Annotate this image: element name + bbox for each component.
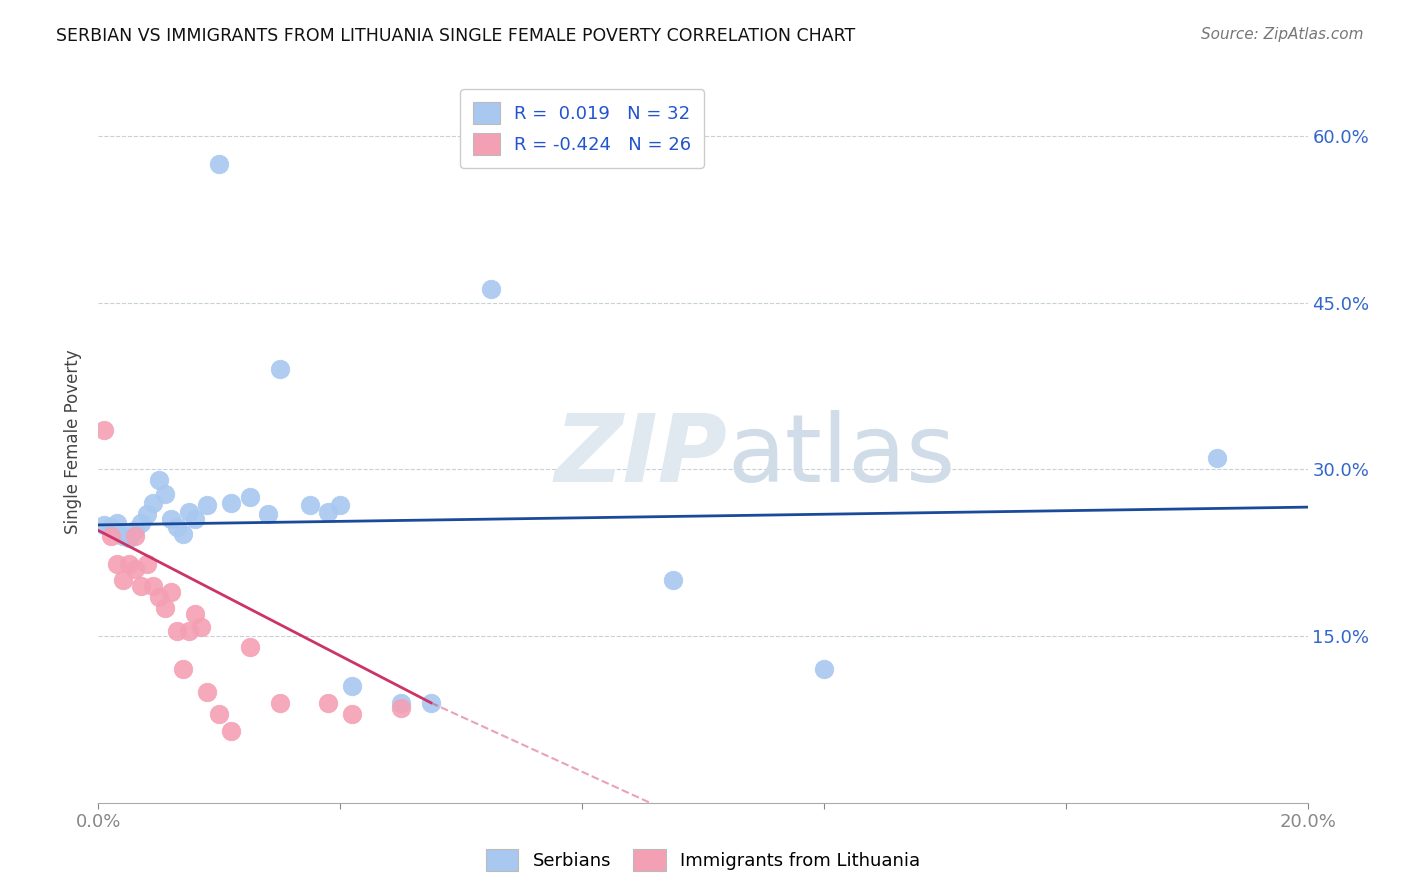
Point xyxy=(184,512,207,526)
Point xyxy=(299,498,322,512)
Point xyxy=(316,696,339,710)
Point xyxy=(179,624,201,638)
Text: ZIP: ZIP xyxy=(554,410,727,502)
Point xyxy=(172,662,194,676)
Point xyxy=(135,557,157,571)
Point xyxy=(208,706,231,721)
Point xyxy=(661,574,683,588)
Point xyxy=(148,474,170,488)
Point xyxy=(160,584,183,599)
Point xyxy=(118,557,141,571)
Point xyxy=(124,529,146,543)
Point xyxy=(124,562,146,576)
Text: atlas: atlas xyxy=(727,410,956,502)
Point xyxy=(135,507,157,521)
Point xyxy=(1206,451,1229,466)
Point xyxy=(105,516,128,530)
Point xyxy=(269,696,291,710)
Point xyxy=(100,529,122,543)
Point xyxy=(316,505,339,519)
Point xyxy=(239,490,262,504)
Point xyxy=(329,498,352,512)
Point xyxy=(100,520,122,534)
Point xyxy=(256,507,278,521)
Point xyxy=(142,496,165,510)
Point xyxy=(153,487,176,501)
Point xyxy=(389,701,412,715)
Point xyxy=(195,684,218,698)
Point xyxy=(221,723,243,738)
Point xyxy=(148,590,170,604)
Point xyxy=(420,696,443,710)
Point xyxy=(389,696,412,710)
Legend: R =  0.019   N = 32, R = -0.424   N = 26: R = 0.019 N = 32, R = -0.424 N = 26 xyxy=(460,89,704,168)
Point xyxy=(208,156,231,170)
Point xyxy=(179,505,201,519)
Point xyxy=(105,557,128,571)
Point xyxy=(342,679,364,693)
Point xyxy=(111,529,134,543)
Text: Source: ZipAtlas.com: Source: ZipAtlas.com xyxy=(1201,27,1364,42)
Point xyxy=(129,516,152,530)
Point xyxy=(93,517,115,532)
Point xyxy=(813,662,835,676)
Point xyxy=(481,282,503,296)
Point xyxy=(118,531,141,545)
Y-axis label: Single Female Poverty: Single Female Poverty xyxy=(65,350,83,533)
Point xyxy=(129,579,152,593)
Point xyxy=(160,512,183,526)
Point xyxy=(142,579,165,593)
Point xyxy=(124,524,146,538)
Legend: Serbians, Immigrants from Lithuania: Serbians, Immigrants from Lithuania xyxy=(478,842,928,879)
Point xyxy=(111,574,134,588)
Text: SERBIAN VS IMMIGRANTS FROM LITHUANIA SINGLE FEMALE POVERTY CORRELATION CHART: SERBIAN VS IMMIGRANTS FROM LITHUANIA SIN… xyxy=(56,27,855,45)
Point xyxy=(190,620,212,634)
Point xyxy=(342,706,364,721)
Point xyxy=(172,526,194,541)
Point xyxy=(221,496,243,510)
Point xyxy=(184,607,207,621)
Point xyxy=(195,498,218,512)
Point xyxy=(166,624,188,638)
Point xyxy=(166,520,188,534)
Point xyxy=(153,601,176,615)
Point xyxy=(239,640,262,655)
Point xyxy=(269,362,291,376)
Point xyxy=(93,424,115,438)
